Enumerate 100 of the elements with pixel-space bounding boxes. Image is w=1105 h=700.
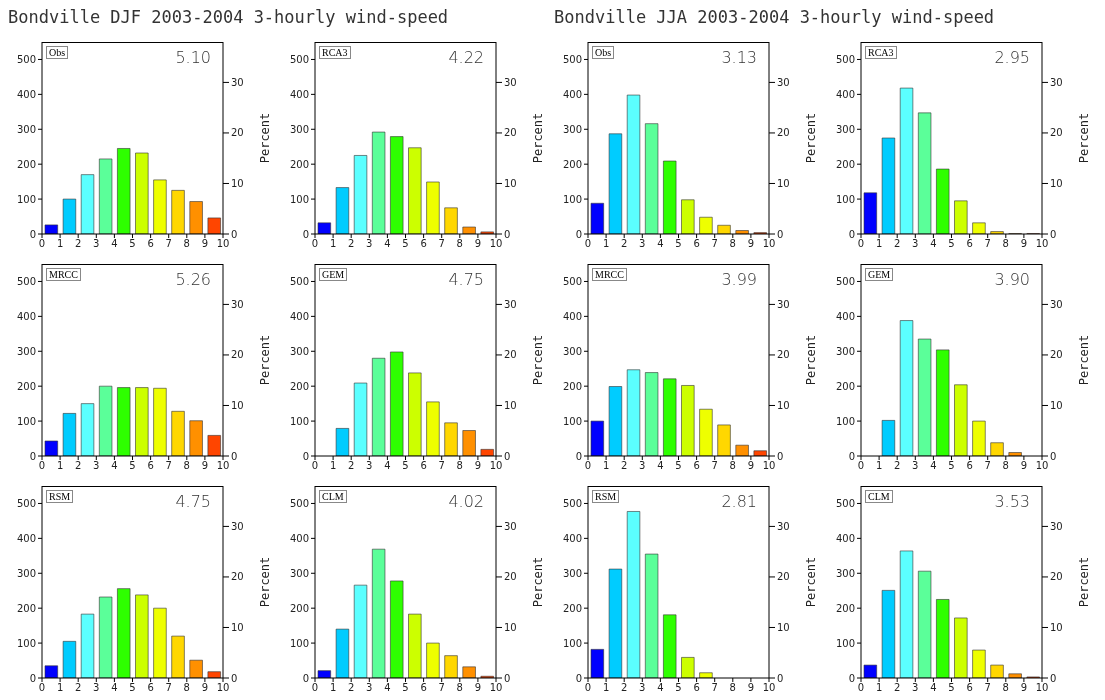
y-tick-label: 400 bbox=[289, 88, 309, 100]
annotation: RSM bbox=[46, 490, 74, 503]
x-tick-label: 4 bbox=[384, 238, 391, 250]
y2-tick-label: 0 bbox=[1050, 228, 1057, 240]
x-tick-label: 4 bbox=[384, 460, 391, 472]
y2-tick-label: 20 bbox=[777, 571, 790, 583]
y-tick-label: 200 bbox=[562, 602, 582, 614]
y2-tick-label: 20 bbox=[231, 349, 244, 361]
y-tick-label: 200 bbox=[835, 602, 855, 614]
y2-tick-label: 20 bbox=[504, 127, 517, 139]
annotation: 5.26 bbox=[175, 270, 211, 289]
x-tick-label: 8 bbox=[456, 460, 463, 472]
y-tick-label: 200 bbox=[835, 158, 855, 170]
y2-tick-label: 30 bbox=[1050, 76, 1063, 88]
x-tick-label: 8 bbox=[729, 460, 736, 472]
x-tick-label: 8 bbox=[729, 682, 736, 694]
y2-tick-label: 20 bbox=[1050, 127, 1063, 139]
y2-tick-label: 20 bbox=[777, 349, 790, 361]
x-tick-label: 5 bbox=[948, 238, 955, 250]
y2-tick-label: 0 bbox=[1050, 450, 1057, 462]
x-tick-label: 2 bbox=[621, 460, 628, 472]
x-tick-label: 4 bbox=[930, 682, 937, 694]
y-tick-label: 200 bbox=[289, 602, 309, 614]
x-tick-label: 9 bbox=[1020, 238, 1028, 250]
x-tick-label: 5 bbox=[402, 238, 409, 250]
y-tick-label: 500 bbox=[835, 54, 855, 65]
x-tick-label: 1 bbox=[602, 460, 610, 472]
y-tick-label: 100 bbox=[835, 193, 855, 205]
y2-tick-label: 30 bbox=[231, 76, 244, 88]
x-tick-label: 8 bbox=[729, 238, 736, 250]
x-tick-label: 7 bbox=[984, 682, 991, 694]
y2-axis-title: Percent bbox=[804, 556, 819, 608]
x-tick-label: 4 bbox=[657, 682, 664, 694]
y-tick-label: 0 bbox=[848, 672, 855, 684]
y-tick-label: 500 bbox=[562, 276, 582, 287]
x-tick-label: 10 bbox=[1035, 682, 1049, 694]
x-tick-label: 4 bbox=[930, 238, 937, 250]
x-tick-label: 10 bbox=[762, 238, 776, 250]
x-tick-label: 5 bbox=[129, 682, 136, 694]
x-tick-label: 7 bbox=[711, 682, 718, 694]
y-tick-label: 400 bbox=[289, 532, 309, 544]
x-tick-label: 2 bbox=[348, 238, 355, 250]
chart-title: Bondville DJF 2003-2004 3-hourly wind-speed bbox=[8, 7, 449, 27]
x-tick-label: 9 bbox=[474, 460, 482, 472]
x-tick-label: 5 bbox=[948, 682, 955, 694]
x-tick-label: 2 bbox=[894, 460, 901, 472]
y2-axis-title: Percent bbox=[531, 334, 546, 386]
x-tick-label: 8 bbox=[1002, 682, 1009, 694]
y-tick-label: 200 bbox=[16, 380, 36, 392]
annotation: 3.90 bbox=[994, 270, 1030, 289]
x-tick-label: 3 bbox=[639, 460, 646, 472]
y2-axis-title: Percent bbox=[258, 556, 273, 608]
x-tick-label: 8 bbox=[456, 238, 463, 250]
x-tick-label: 0 bbox=[38, 682, 46, 694]
x-tick-label: 9 bbox=[201, 460, 209, 472]
x-tick-label: 10 bbox=[216, 682, 230, 694]
annotation: 2.81 bbox=[721, 492, 757, 511]
x-tick-label: 2 bbox=[894, 682, 901, 694]
y2-tick-label: 20 bbox=[1050, 571, 1063, 583]
y2-tick-label: 30 bbox=[231, 520, 244, 532]
y2-tick-label: 10 bbox=[231, 178, 244, 190]
x-tick-label: 7 bbox=[984, 460, 991, 472]
y-tick-label: 100 bbox=[16, 415, 36, 427]
x-tick-label: 7 bbox=[165, 238, 172, 250]
y-tick-label: 300 bbox=[562, 345, 582, 357]
x-tick-label: 7 bbox=[984, 238, 991, 250]
x-tick-label: 0 bbox=[584, 682, 592, 694]
y-tick-label: 0 bbox=[575, 228, 582, 240]
x-tick-label: 1 bbox=[602, 238, 610, 250]
x-tick-label: 9 bbox=[747, 460, 755, 472]
x-tick-label: 2 bbox=[621, 238, 628, 250]
y2-tick-label: 30 bbox=[504, 298, 517, 310]
x-tick-label: 10 bbox=[762, 682, 776, 694]
y2-tick-label: 20 bbox=[231, 571, 244, 583]
y-tick-label: 200 bbox=[16, 602, 36, 614]
x-tick-label: 3 bbox=[93, 682, 100, 694]
x-tick-label: 2 bbox=[621, 682, 628, 694]
y2-tick-label: 0 bbox=[1050, 672, 1057, 684]
x-tick-label: 0 bbox=[857, 682, 865, 694]
y-tick-label: 400 bbox=[835, 310, 855, 322]
y-tick-label: 100 bbox=[16, 637, 36, 649]
y-tick-label: 300 bbox=[16, 567, 36, 579]
annotation: CLM bbox=[319, 490, 347, 503]
x-tick-label: 10 bbox=[762, 460, 776, 472]
x-tick-label: 7 bbox=[438, 460, 445, 472]
y-tick-label: 200 bbox=[289, 158, 309, 170]
x-tick-label: 3 bbox=[639, 682, 646, 694]
y2-tick-label: 10 bbox=[777, 622, 790, 634]
x-tick-label: 10 bbox=[216, 460, 230, 472]
y2-axis-title: Percent bbox=[531, 112, 546, 164]
y2-tick-label: 10 bbox=[1050, 400, 1063, 412]
x-tick-label: 10 bbox=[489, 682, 503, 694]
x-tick-label: 3 bbox=[366, 460, 373, 472]
annotation: 4.22 bbox=[448, 48, 484, 67]
x-tick-label: 5 bbox=[675, 460, 682, 472]
y-tick-label: 100 bbox=[562, 415, 582, 427]
x-tick-label: 6 bbox=[147, 460, 154, 472]
x-tick-label: 4 bbox=[657, 238, 664, 250]
y2-axis-title: Percent bbox=[1077, 112, 1092, 164]
annotation: RSM bbox=[592, 490, 620, 503]
